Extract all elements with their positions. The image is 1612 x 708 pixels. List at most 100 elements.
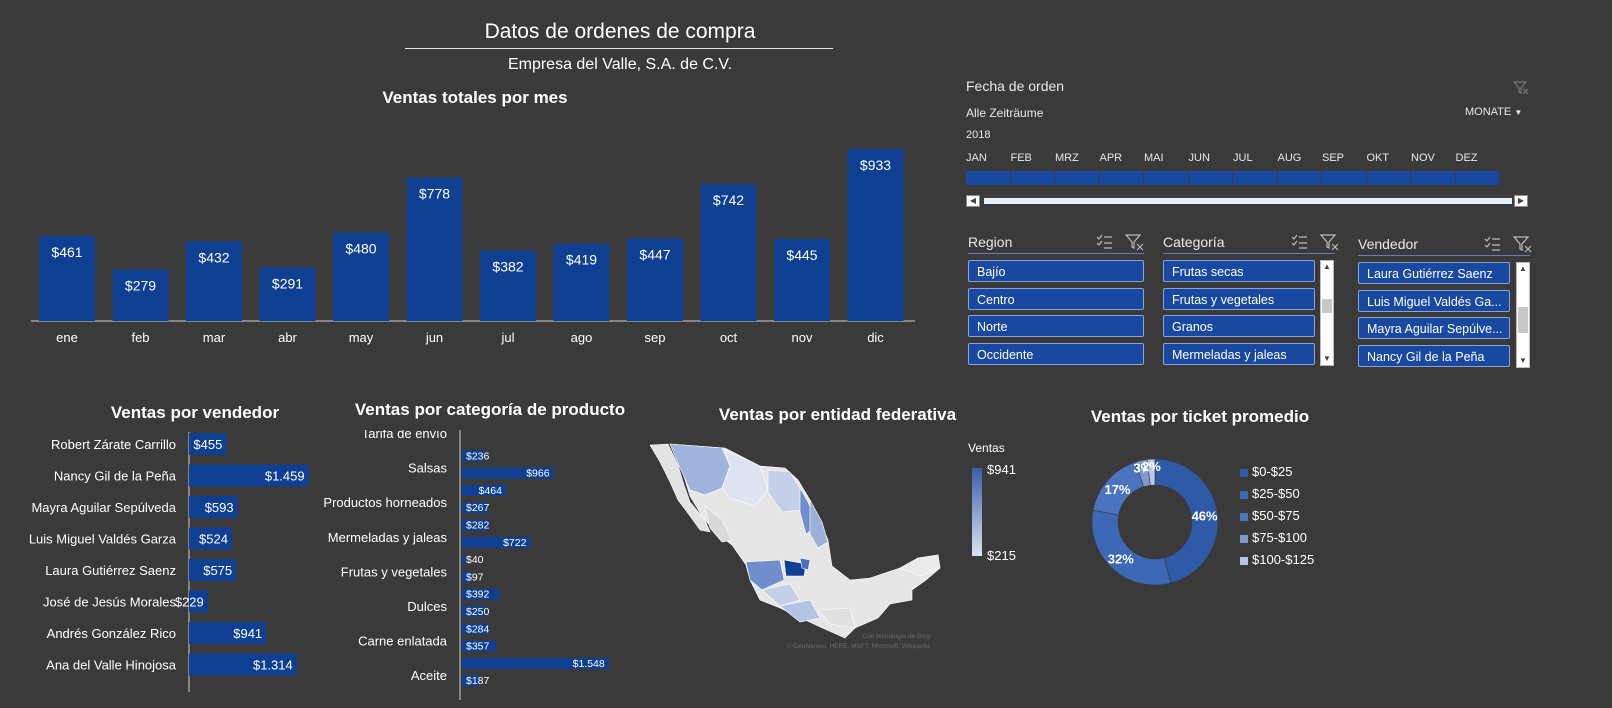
monthly-bar[interactable] [39, 235, 95, 321]
category-bar[interactable] [462, 675, 480, 687]
timeline-month-cell[interactable] [1188, 171, 1233, 185]
category-bar[interactable] [462, 554, 466, 566]
category-bar[interactable] [462, 450, 485, 462]
timeline-month-cell[interactable] [966, 171, 1011, 185]
monthly-category-label: ago [571, 330, 593, 345]
category-bar[interactable] [462, 640, 496, 652]
monthly-bar-label: $382 [492, 259, 523, 275]
timeline-month-cell[interactable] [1455, 171, 1500, 185]
timeline-month-cell[interactable] [1322, 171, 1367, 185]
seller-name-label: Laura Gutiérrez Saenz [45, 563, 176, 578]
slicer-header-rule [968, 253, 1144, 254]
timeline-month-cell[interactable] [1366, 171, 1411, 185]
category-name-label: Tarifa de envío [362, 430, 447, 441]
seller-bar[interactable] [189, 527, 232, 550]
map-oaxaca [817, 607, 856, 629]
multi-select-icon[interactable] [1290, 233, 1308, 249]
timeline-month-cell[interactable] [1233, 171, 1278, 185]
timeline-month-cell[interactable] [1010, 171, 1055, 185]
category-bar[interactable] [462, 484, 506, 496]
clear-filter-icon[interactable] [1513, 235, 1533, 253]
category-bar[interactable] [462, 657, 609, 669]
seller-bar[interactable] [189, 496, 238, 518]
category-bar[interactable] [462, 467, 554, 479]
category-bar[interactable] [462, 588, 500, 600]
clear-filter-icon[interactable] [1125, 233, 1145, 251]
seller-bar[interactable] [189, 590, 208, 613]
ticket-slice[interactable] [1154, 458, 1219, 584]
monthly-bar[interactable] [480, 250, 536, 321]
map-baja-california [650, 443, 711, 533]
timeline-month-cell[interactable] [1099, 171, 1144, 185]
monthly-bar[interactable] [553, 243, 610, 321]
seller-bar[interactable] [189, 559, 237, 581]
category-bar[interactable] [462, 536, 531, 548]
slicer-item[interactable]: Nancy Gil de la Peña [1358, 344, 1510, 367]
category-bar[interactable] [462, 571, 472, 583]
monthly-bar[interactable] [627, 238, 683, 321]
monthly-bar[interactable] [700, 184, 757, 321]
category-bar[interactable] [462, 519, 489, 531]
mexico-map[interactable]: Con tecnología de Bing © GeoNames, HERE,… [650, 440, 950, 665]
seller-bar-label: $229 [175, 595, 204, 610]
slicer-item[interactable]: Mayra Aguilar Sepúlve... [1358, 317, 1510, 339]
slicer-item[interactable]: Norte [968, 315, 1144, 337]
monthly-bar[interactable] [112, 269, 169, 321]
scroll-down-arrow-icon[interactable]: ▼ [1519, 356, 1527, 365]
timeline-month-cell[interactable] [1144, 171, 1189, 185]
slicer-item[interactable]: Luis Miguel Valdés Ga... [1358, 289, 1510, 312]
ticket-slice[interactable] [1146, 458, 1156, 486]
timeline-month-cell[interactable] [1055, 171, 1100, 185]
slicer-scroll-thumb[interactable] [1518, 307, 1528, 333]
seller-bar[interactable] [189, 622, 267, 644]
multi-select-icon[interactable] [1483, 235, 1501, 251]
timeline-scrollbar[interactable]: ◀ ▶ [966, 195, 1528, 207]
ticket-legend-item: $25-$50 [1240, 486, 1300, 501]
timeline-month-label: JUN [1188, 152, 1210, 164]
category-bar[interactable] [462, 623, 489, 635]
slicer-item[interactable]: Bajío [968, 260, 1144, 282]
monthly-bar[interactable] [406, 177, 463, 321]
timeline-month-cell[interactable] [1277, 171, 1322, 185]
multi-select-icon[interactable] [1095, 233, 1113, 249]
slicer-item[interactable]: Centro [968, 287, 1144, 310]
monthly-bar[interactable] [259, 267, 316, 321]
monthly-bar[interactable] [333, 232, 389, 321]
timeline-month-label: MRZ [1055, 152, 1079, 164]
seller-bar[interactable] [189, 433, 227, 455]
scroll-up-arrow-icon[interactable]: ▲ [1519, 264, 1527, 273]
seller-name-label: José de Jesús Morales [43, 595, 176, 610]
seller-name-label: Mayra Aguilar Sepúlveda [31, 500, 176, 515]
monthly-bar[interactable] [847, 148, 904, 321]
seller-bar[interactable] [189, 464, 309, 487]
scroll-down-arrow-icon[interactable]: ▼ [1323, 354, 1331, 363]
timeline-scroll-thumb[interactable] [984, 198, 1512, 204]
scroll-right-arrow-icon[interactable]: ▶ [1514, 195, 1528, 207]
monthly-bar[interactable] [186, 241, 242, 321]
clear-filter-icon[interactable] [1320, 233, 1340, 251]
monthly-category-label: oct [720, 330, 738, 345]
timeline-month-cell[interactable] [1411, 171, 1456, 185]
slicer-item[interactable]: Mermeladas y jaleas [1163, 342, 1315, 365]
slicer-item[interactable]: Frutas y vegetales [1163, 287, 1315, 310]
monthly-bar[interactable] [774, 238, 830, 321]
seller-bar-label: $593 [205, 500, 234, 515]
slicer-item[interactable]: Frutas secas [1163, 260, 1315, 282]
slicer-scroll-thumb[interactable] [1322, 299, 1332, 313]
scroll-left-arrow-icon[interactable]: ◀ [966, 195, 980, 207]
ticket-slice[interactable] [1091, 509, 1172, 586]
legend-label: $75-$100 [1252, 530, 1307, 545]
category-bar[interactable] [462, 606, 486, 617]
slicer-scrollbar[interactable]: ▲ ▼ [1320, 260, 1334, 366]
category-bar[interactable] [462, 502, 488, 514]
slicer-item[interactable]: Laura Gutiérrez Saenz [1358, 262, 1510, 284]
seller-bar[interactable] [189, 653, 297, 676]
scroll-up-arrow-icon[interactable]: ▲ [1323, 262, 1331, 271]
slicer-scrollbar[interactable]: ▲ ▼ [1516, 262, 1530, 368]
slicer-item[interactable]: Granos [1163, 315, 1315, 337]
slicer-item[interactable]: Occidente [968, 342, 1144, 365]
timeline-level-dropdown[interactable]: MONATE ▼ [1465, 106, 1522, 118]
seller-chart-title: Ventas por vendedor [110, 403, 280, 422]
clear-filter-icon[interactable] [1512, 79, 1530, 95]
timeline-month-label: OKT [1366, 152, 1390, 164]
